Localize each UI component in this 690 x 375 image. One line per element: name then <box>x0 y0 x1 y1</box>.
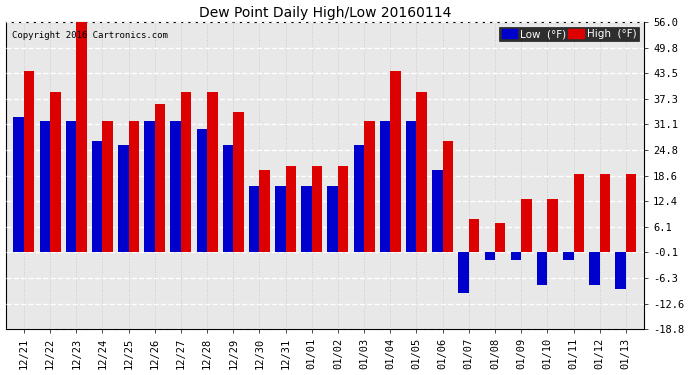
Bar <box>92 141 102 252</box>
Bar <box>197 129 207 252</box>
Bar <box>102 121 113 252</box>
Bar <box>312 166 322 252</box>
Bar <box>328 186 338 252</box>
Bar <box>626 174 636 252</box>
Bar <box>128 121 139 252</box>
Bar <box>13 117 24 252</box>
Bar <box>118 145 128 252</box>
Bar <box>24 71 34 252</box>
Bar <box>537 252 547 285</box>
Bar <box>469 219 480 252</box>
Bar <box>615 252 626 289</box>
Bar <box>286 166 296 252</box>
Bar <box>521 199 531 252</box>
Bar <box>181 92 191 252</box>
Bar <box>275 186 286 252</box>
Bar <box>432 170 443 252</box>
Bar <box>39 121 50 252</box>
Bar <box>511 252 521 260</box>
Bar <box>589 252 600 285</box>
Bar <box>207 92 217 252</box>
Bar <box>50 92 61 252</box>
Text: Copyright 2016 Cartronics.com: Copyright 2016 Cartronics.com <box>12 32 168 40</box>
Bar <box>170 121 181 252</box>
Bar <box>302 186 312 252</box>
Bar <box>443 141 453 252</box>
Bar <box>338 166 348 252</box>
Bar <box>249 186 259 252</box>
Bar <box>66 121 76 252</box>
Bar <box>233 112 244 252</box>
Bar <box>144 121 155 252</box>
Bar <box>391 71 401 252</box>
Bar <box>547 199 558 252</box>
Bar <box>563 252 573 260</box>
Bar <box>259 170 270 252</box>
Bar <box>406 121 417 252</box>
Bar <box>364 121 375 252</box>
Bar <box>573 174 584 252</box>
Bar <box>495 223 506 252</box>
Bar <box>223 145 233 252</box>
Bar <box>380 121 391 252</box>
Legend: Low  (°F), High  (°F): Low (°F), High (°F) <box>500 27 639 42</box>
Bar <box>458 252 469 293</box>
Bar <box>76 18 87 252</box>
Bar <box>354 145 364 252</box>
Bar <box>417 92 427 252</box>
Bar <box>155 104 165 252</box>
Bar <box>600 174 610 252</box>
Title: Dew Point Daily High/Low 20160114: Dew Point Daily High/Low 20160114 <box>199 6 451 20</box>
Bar <box>484 252 495 260</box>
